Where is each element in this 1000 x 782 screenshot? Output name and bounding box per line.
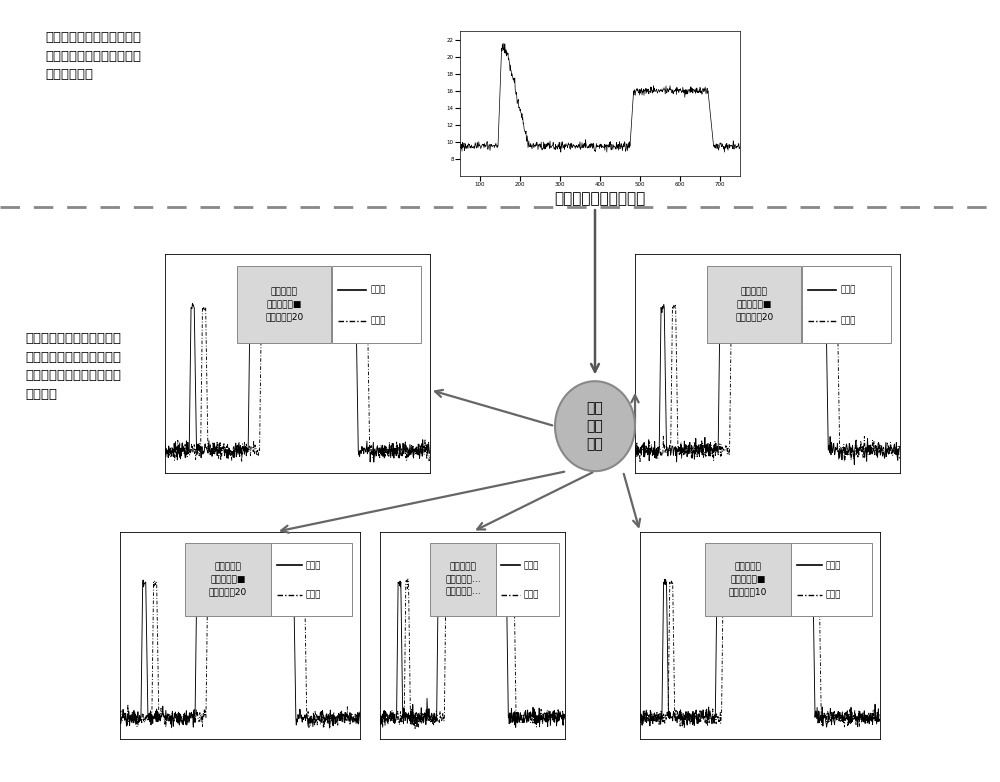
Text: 形态学膨胀
掩膜形状：…
掩膜尺度：…: 形态学膨胀 掩膜形状：… 掩膜尺度：…: [445, 562, 481, 597]
Text: 形态学膨胀
掩膜形状：■
掩膜尺度：20: 形态学膨胀 掩膜形状：■ 掩膜尺度：20: [265, 288, 303, 321]
Text: 原模板: 原模板: [840, 285, 856, 294]
Text: 形态学膨胀
掩膜形状：■
掩膜尺度：20: 形态学膨胀 掩膜形状：■ 掩膜尺度：20: [209, 562, 247, 597]
Text: 原模板: 原模板: [370, 285, 386, 294]
Text: 新模板: 新模板: [840, 317, 856, 325]
Text: 原模板: 原模板: [523, 561, 539, 570]
Text: 原模板: 原模板: [306, 561, 321, 570]
Text: 不同
模板
参数: 不同 模板 参数: [587, 401, 603, 451]
Text: 形态学膨胀
掩膜形状：■
掩膜尺度：20: 形态学膨胀 掩膜形状：■ 掩膜尺度：20: [735, 288, 773, 321]
Text: 原模板: 原模板: [826, 561, 841, 570]
Text: 新模板: 新模板: [826, 590, 841, 600]
Text: 新模板: 新模板: [523, 590, 539, 600]
Text: 本专利方法：基于单个已采
集的模板根据实际应用场景
由用户产生大量新模板，构
成模板簇: 本专利方法：基于单个已采 集的模板根据实际应用场景 由用户产生大量新模板，构 成…: [25, 332, 121, 401]
Text: 传统方法：每次采集的模板
固化，若信号发生偏移只能
重新采集模板: 传统方法：每次采集的模板 固化，若信号发生偏移只能 重新采集模板: [45, 31, 141, 81]
Text: 基于单个已采集的模板: 基于单个已采集的模板: [554, 192, 646, 206]
Text: 新模板: 新模板: [370, 317, 386, 325]
Text: 形态学膨胀
掩膜形状：■
掩膜尺度：10: 形态学膨胀 掩膜形状：■ 掩膜尺度：10: [729, 562, 767, 597]
Ellipse shape: [555, 381, 635, 471]
Text: 新模板: 新模板: [306, 590, 321, 600]
